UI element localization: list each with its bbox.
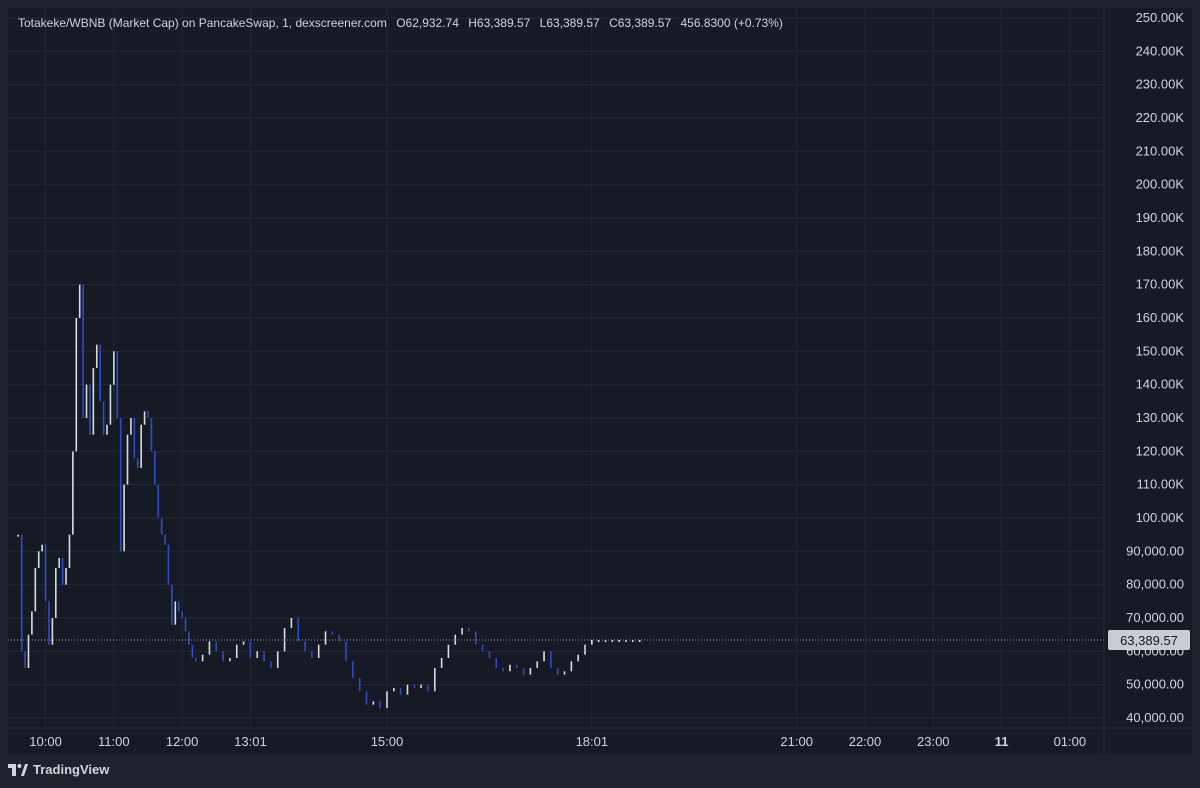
last-price-label-bg	[1108, 630, 1190, 651]
y-tick-label: 40,000.00	[1126, 710, 1184, 725]
x-tick-label: 15:00	[371, 734, 404, 749]
x-tick-label: 18:01	[576, 734, 609, 749]
legend-close: C63,389.57	[609, 16, 672, 30]
y-tick-label: 230.00K	[1136, 77, 1185, 92]
legend-symbol: Totakeke/WBNB (Market Cap) on PancakeSwa…	[18, 16, 387, 30]
legend-high: H63,389.57	[468, 16, 531, 30]
legend-low: L63,389.57	[539, 16, 600, 30]
y-tick-label: 180.00K	[1136, 243, 1185, 258]
chart-legend: Totakeke/WBNB (Market Cap) on PancakeSwa…	[18, 16, 789, 30]
y-tick-label: 200.00K	[1136, 177, 1185, 192]
x-tick-label: 11	[995, 734, 1009, 749]
chart-canvas[interactable]: 250.00K 240.00K 230.00K 220.00K 210.00K 200.0…	[8, 8, 1192, 754]
y-tick-label: 240.00K	[1136, 43, 1185, 58]
tradingview-branding[interactable]: TradingView	[8, 762, 109, 777]
brand-name: TradingView	[33, 762, 110, 777]
y-tick-label: 80,000.00	[1126, 577, 1184, 592]
legend-change: 456.8300 (+0.73%)	[680, 16, 783, 30]
y-tick-label: 140.00K	[1136, 377, 1185, 392]
y-tick-label: 220.00K	[1136, 110, 1185, 125]
x-tick-label: 22:00	[849, 734, 882, 749]
x-tick-label: 23:00	[917, 734, 950, 749]
y-tick-label: 210.00K	[1136, 143, 1185, 158]
x-tick-label: 21:00	[780, 734, 813, 749]
y-tick-label: 50,000.00	[1126, 677, 1184, 692]
y-tick-label: 160.00K	[1136, 310, 1185, 325]
y-tick-label: 100.00K	[1136, 510, 1185, 525]
y-tick-label: 90,000.00	[1126, 543, 1184, 558]
legend-open: O62,932.74	[396, 16, 459, 30]
y-tick-label: 130.00K	[1136, 410, 1185, 425]
x-tick-label: 13:01	[234, 734, 267, 749]
tradingview-logo-icon	[8, 763, 28, 776]
chart-panel[interactable]: 250.00K 240.00K 230.00K 220.00K 210.00K 200.0…	[8, 8, 1192, 754]
y-tick-label: 190.00K	[1136, 210, 1185, 225]
y-tick-label: 250.00K	[1136, 10, 1185, 25]
y-tick-label: 70,000.00	[1126, 610, 1184, 625]
x-tick-label: 11:00	[98, 734, 130, 749]
last-price-label: 63,389.57	[1120, 633, 1178, 648]
x-tick-label: 01:00	[1054, 734, 1087, 749]
y-tick-label: 170.00K	[1136, 277, 1185, 292]
x-tick-label: 12:00	[166, 734, 199, 749]
y-tick-label: 150.00K	[1136, 343, 1185, 358]
y-tick-label: 110.00K	[1137, 477, 1185, 492]
y-tick-label: 120.00K	[1136, 443, 1185, 458]
x-tick-label: 10:00	[29, 734, 62, 749]
